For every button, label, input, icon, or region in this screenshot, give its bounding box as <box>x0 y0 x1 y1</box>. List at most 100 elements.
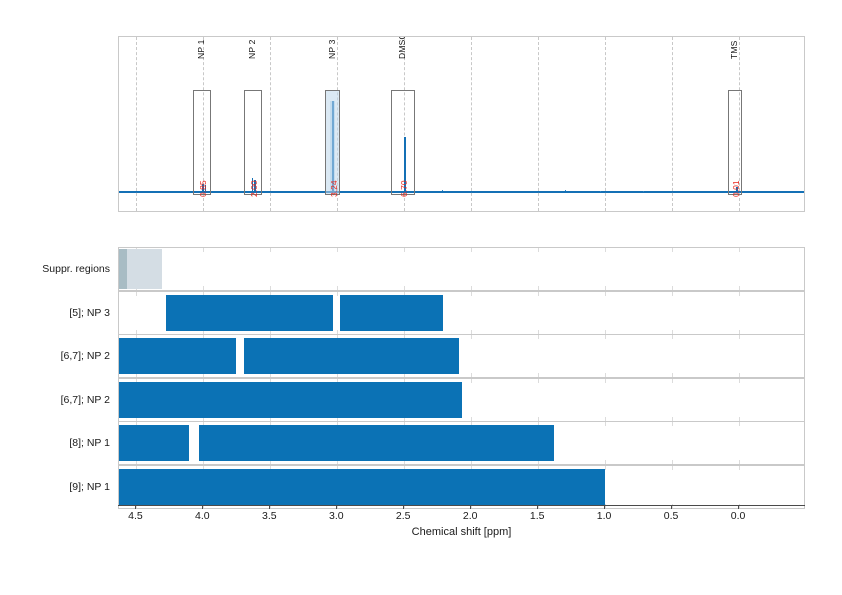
row-tick <box>270 248 272 252</box>
row-tick <box>739 329 741 334</box>
row-tick <box>605 329 607 334</box>
spectrum-baseline <box>119 191 804 193</box>
row-tick <box>337 378 339 383</box>
spectrum-panel[interactable]: NP 1 0.85 NP 2 2.00 NP 3 3.24 DMSO 6.70 TMS 0.01 <box>118 36 805 212</box>
row-panel-2[interactable] <box>118 290 805 335</box>
bucket-bar[interactable] <box>199 425 555 461</box>
spectrum-peak <box>202 183 204 191</box>
integral-value: 0.01 <box>731 180 742 197</box>
row-tick <box>605 378 607 383</box>
bucket-bar[interactable] <box>165 294 334 331</box>
row-label-2: [5]; NP 3 <box>69 306 110 319</box>
axis-tick <box>604 505 606 509</box>
row-tick <box>672 460 674 464</box>
row-tick <box>538 416 540 421</box>
bucket-bar[interactable] <box>119 425 189 461</box>
row-tick <box>471 460 473 464</box>
axis-tick-label: 3.0 <box>328 510 344 522</box>
suppression-region[interactable] <box>119 249 128 289</box>
row-tick <box>270 416 272 421</box>
row-tick <box>672 329 674 334</box>
row-tick <box>136 335 138 339</box>
row-tick <box>136 465 138 470</box>
row-tick <box>270 465 272 470</box>
row-panel-6[interactable] <box>118 464 805 509</box>
row-tick <box>538 335 540 339</box>
row-tick <box>404 286 406 290</box>
row-label-5: [8]; NP 1 <box>69 437 110 449</box>
bucket-bar[interactable] <box>119 381 462 418</box>
axis-tick-label: 1.5 <box>529 510 545 522</box>
row-panel-5[interactable] <box>118 421 805 465</box>
axis-tick-label: 2.5 <box>395 510 411 522</box>
row-tick <box>605 460 607 464</box>
row-tick <box>404 373 406 377</box>
row-tick <box>672 248 674 252</box>
row-tick <box>270 460 272 464</box>
row-tick <box>605 248 607 252</box>
axis-tick <box>135 505 137 509</box>
integral-region-box[interactable] <box>728 90 742 195</box>
row-tick <box>337 335 339 339</box>
row-tick <box>672 416 674 421</box>
axis-tick-label: 3.5 <box>262 510 277 522</box>
row-tick <box>672 465 674 470</box>
row-tick <box>337 329 339 334</box>
spectrum-noise-mark <box>441 190 444 191</box>
integral-value: 0.85 <box>198 180 209 197</box>
row-tick <box>739 465 741 470</box>
row-tick <box>203 248 205 252</box>
axis-tick-label: 4.5 <box>128 510 143 522</box>
x-axis-title: Chemical shift [ppm] <box>411 526 512 538</box>
axis-tick <box>671 505 673 509</box>
row-tick <box>605 291 607 296</box>
row-tick <box>538 329 540 334</box>
row-tick <box>136 329 138 334</box>
row-tick <box>471 335 473 339</box>
row-tick <box>739 248 741 252</box>
bucket-bar[interactable] <box>119 468 606 505</box>
row-tick <box>471 373 473 377</box>
row-plot-area <box>119 422 804 464</box>
row-tick <box>605 373 607 377</box>
axis-tick <box>738 505 740 509</box>
row-tick <box>672 422 674 426</box>
spectrum-peak <box>736 187 738 191</box>
integral-region-box[interactable] <box>390 90 415 195</box>
bucket-bar[interactable] <box>243 338 460 374</box>
spectrum-gridline <box>203 37 205 211</box>
row-tick <box>136 460 138 464</box>
bucket-bar[interactable] <box>339 294 444 331</box>
integral-region-box[interactable] <box>325 90 340 195</box>
spectrum-peak <box>251 178 254 191</box>
row-tick <box>270 286 272 290</box>
row-tick <box>404 416 406 421</box>
axis-tick <box>403 505 405 509</box>
integral-region-label: TMS <box>729 40 740 59</box>
spectrum-plot-area: NP 1 0.85 NP 2 2.00 NP 3 3.24 DMSO 6.70 TMS 0.01 <box>119 37 804 211</box>
spectrum-peak <box>254 180 256 191</box>
row-panel-3[interactable] <box>118 334 805 378</box>
integral-region-box[interactable] <box>192 90 212 195</box>
integral-region-box[interactable] <box>243 90 263 195</box>
row-tick <box>538 460 540 464</box>
axis-tick <box>537 505 539 509</box>
row-panel-1[interactable] <box>118 247 805 291</box>
row-plot-area <box>119 378 804 421</box>
row-label-4: [6,7]; NP 2 <box>60 393 110 406</box>
row-tick <box>203 286 205 290</box>
spectrum-gridline <box>672 37 674 211</box>
bucket-bar[interactable] <box>119 338 236 374</box>
row-tick <box>203 291 205 296</box>
row-tick <box>203 373 205 377</box>
row-tick <box>136 373 138 377</box>
axis-tick-label: 1.0 <box>596 510 612 522</box>
spectrum-gridline <box>136 37 138 211</box>
row-panel-4[interactable] <box>118 377 805 422</box>
row-tick <box>672 373 674 377</box>
row-tick <box>739 335 741 339</box>
row-tick <box>203 416 205 421</box>
suppression-region[interactable] <box>127 249 162 289</box>
spectrum-gridline <box>270 37 272 211</box>
